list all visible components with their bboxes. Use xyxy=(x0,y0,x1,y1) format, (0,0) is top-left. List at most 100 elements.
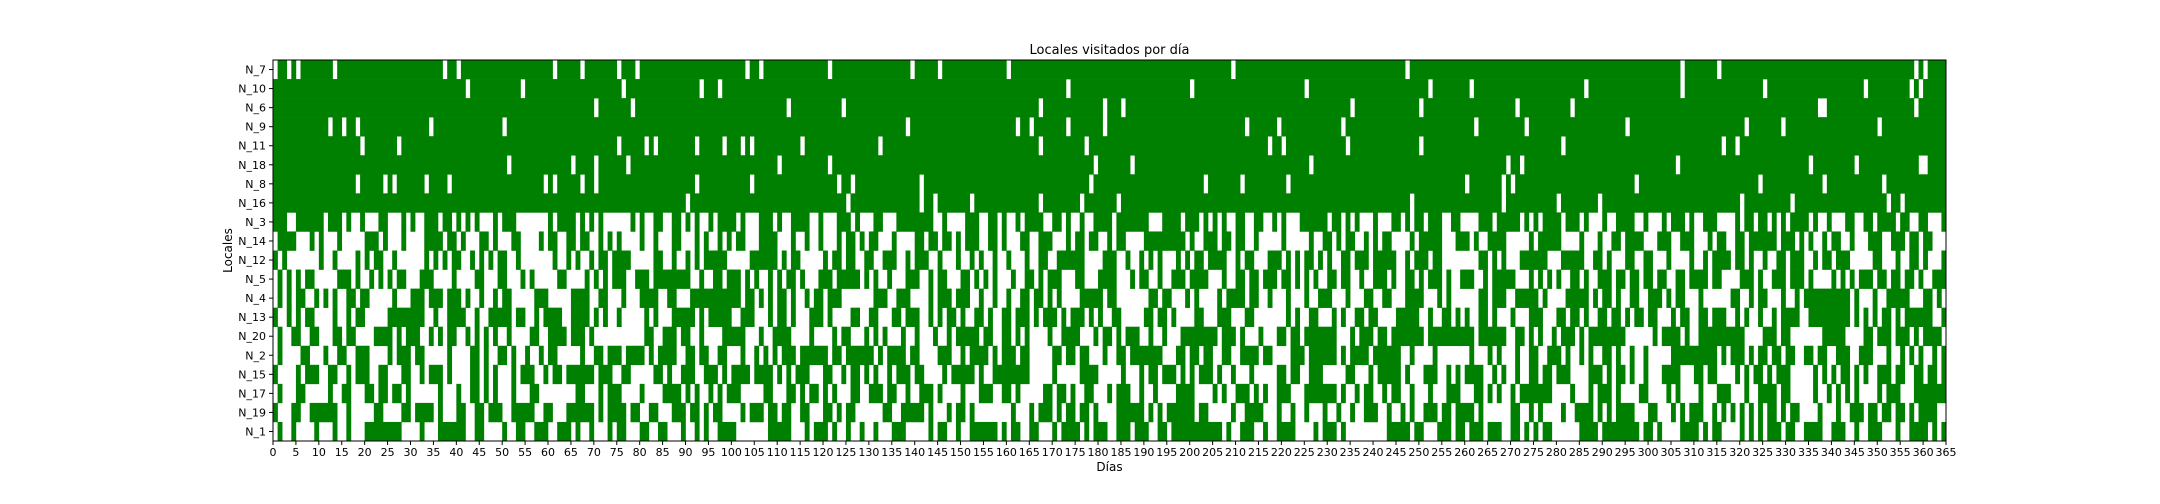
heatmap-cell-n-5 xyxy=(1583,269,1589,289)
heatmap-cell-n-12 xyxy=(1318,250,1323,270)
heatmap-cell-n-20 xyxy=(529,326,540,347)
heatmap-cell-n-15 xyxy=(731,364,750,385)
heatmap-cell-n-17 xyxy=(726,383,741,404)
heatmap-cell-n-4 xyxy=(346,288,356,308)
heatmap-cell-n-6 xyxy=(1519,98,1571,118)
heatmap-cell-n-16 xyxy=(690,193,847,213)
heatmap-cell-n-14 xyxy=(804,231,810,251)
heatmap-cell-n-14 xyxy=(1363,231,1369,251)
heatmap-cell-n-18 xyxy=(630,155,778,175)
heatmap-cell-n-1 xyxy=(1134,421,1149,442)
x-tick-label: 295 xyxy=(1615,446,1636,459)
heatmap-cell-n-19 xyxy=(955,402,966,423)
heatmap-cell-n-19 xyxy=(1528,402,1534,423)
heatmap-cell-n-13 xyxy=(946,307,957,327)
x-tick-label: 345 xyxy=(1844,446,1865,459)
heatmap-cell-n-15 xyxy=(1588,364,1603,385)
heatmap-cell-n-20 xyxy=(1116,326,1122,347)
heatmap-cell-n-1 xyxy=(1854,421,1860,442)
heatmap-cell-n-13 xyxy=(1625,307,1631,327)
heatmap-cell-n-17 xyxy=(823,383,828,404)
heatmap-cell-n-1 xyxy=(832,421,838,442)
heatmap-cell-n-16 xyxy=(850,193,920,213)
heatmap-cell-n-19 xyxy=(1712,402,1718,423)
heatmap-cell-n-14 xyxy=(703,231,709,251)
heatmap-cell-n-13 xyxy=(543,307,563,327)
heatmap-cell-n-16 xyxy=(1891,193,1901,213)
heatmap-cell-n-3 xyxy=(1900,212,1910,232)
heatmap-cell-n-15 xyxy=(1492,364,1498,385)
heatmap-cell-n-19 xyxy=(1198,402,1209,423)
heatmap-cell-n-7 xyxy=(460,60,553,80)
heatmap-cell-n-20 xyxy=(699,326,705,347)
heatmap-cell-n-3 xyxy=(1235,212,1246,232)
heatmap-cell-n-2 xyxy=(1900,345,1906,366)
heatmap-cell-n-2 xyxy=(415,345,425,366)
heatmap-cell-n-4 xyxy=(1006,288,1012,308)
heatmap-cell-n-2 xyxy=(497,345,508,366)
heatmap-cell-n-1 xyxy=(1785,421,1796,442)
heatmap-cell-n-13 xyxy=(305,307,315,327)
heatmap-cell-n-15 xyxy=(887,364,893,385)
heatmap-cell-n-20 xyxy=(548,326,567,347)
heatmap-cell-n-13 xyxy=(1354,307,1365,327)
heatmap-cell-n-8 xyxy=(451,174,544,194)
heatmap-cell-n-3 xyxy=(1703,212,1718,232)
heatmap-cell-n-12 xyxy=(392,250,398,270)
heatmap-cell-n-13 xyxy=(960,307,966,327)
heatmap-cell-n-5 xyxy=(1359,269,1365,289)
x-tick-label: 30 xyxy=(404,446,418,459)
heatmap-cell-n-12 xyxy=(937,250,943,270)
heatmap-cell-n-19 xyxy=(1689,402,1704,423)
heatmap-cell-n-17 xyxy=(392,383,402,404)
heatmap-cell-n-14 xyxy=(1308,231,1314,251)
heatmap-cell-n-9 xyxy=(346,117,356,137)
heatmap-cell-n-13 xyxy=(616,307,622,327)
heatmap-cell-n-12 xyxy=(1790,250,1805,270)
heatmap-cell-n-19 xyxy=(1670,402,1676,423)
heatmap-cell-n-19 xyxy=(1780,402,1786,423)
x-tick-label: 125 xyxy=(835,446,856,459)
heatmap-cell-n-2 xyxy=(1020,345,1030,366)
heatmap-cell-n-12 xyxy=(1501,250,1507,270)
heatmap-cell-n-15 xyxy=(1423,364,1438,385)
heatmap-cell-n-19 xyxy=(836,402,842,423)
x-tick-label: 20 xyxy=(358,446,372,459)
heatmap-cell-n-17 xyxy=(1675,383,1681,404)
heatmap-cell-n-1 xyxy=(1263,421,1268,442)
heatmap-cell-n-4 xyxy=(928,288,934,308)
x-tick-label: 180 xyxy=(1088,446,1109,459)
heatmap-cell-n-14 xyxy=(1579,231,1585,251)
heatmap-cell-n-14 xyxy=(1373,231,1378,251)
heatmap-cell-n-4 xyxy=(1185,288,1191,308)
heatmap-cell-n-2 xyxy=(1409,345,1415,366)
heatmap-cell-n-14 xyxy=(566,231,576,251)
heatmap-cell-n-13 xyxy=(1098,307,1103,327)
heatmap-cell-n-14 xyxy=(1020,231,1030,251)
heatmap-cell-n-14 xyxy=(942,231,952,251)
x-tick-label: 265 xyxy=(1477,446,1498,459)
heatmap-cell-n-13 xyxy=(515,307,526,327)
heatmap-cell-n-19 xyxy=(1597,402,1603,423)
heatmap-cell-n-9 xyxy=(1629,117,1745,137)
heatmap-cell-n-8 xyxy=(584,174,595,194)
heatmap-cell-n-20 xyxy=(373,326,393,347)
heatmap-cell-n-5 xyxy=(864,269,870,289)
heatmap-cell-n-9 xyxy=(1249,117,1278,137)
heatmap-cell-n-4 xyxy=(332,288,338,308)
heatmap-cell-n-12 xyxy=(1405,250,1411,270)
heatmap-cell-n-3 xyxy=(708,212,714,232)
heatmap-cell-n-20 xyxy=(332,326,343,347)
heatmap-cell-n-17 xyxy=(1391,383,1401,404)
heatmap-cell-n-14 xyxy=(1735,231,1745,251)
heatmap-cell-n-5 xyxy=(1597,269,1612,289)
x-tick-label: 10 xyxy=(312,446,326,459)
heatmap-cell-n-20 xyxy=(662,326,677,347)
heatmap-cell-n-17 xyxy=(277,383,283,404)
heatmap-cell-n-18 xyxy=(1134,155,1310,175)
heatmap-cell-n-15 xyxy=(1767,364,1773,385)
heatmap-cell-n-5 xyxy=(1615,269,1626,289)
heatmap-cell-n-4 xyxy=(1730,288,1741,308)
heatmap-cell-n-6 xyxy=(1354,98,1420,118)
heatmap-cell-n-10 xyxy=(1432,79,1470,99)
